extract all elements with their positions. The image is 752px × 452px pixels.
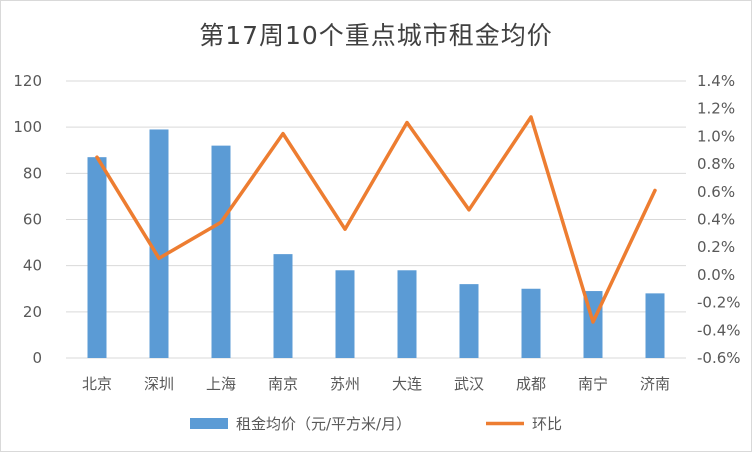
line-point [467, 208, 471, 212]
y2-tick-label: -0.2% [697, 294, 741, 312]
y-tick-label: 100 [13, 118, 42, 136]
x-tick-label: 北京 [82, 375, 112, 393]
line-series [95, 115, 657, 324]
legend-line-label: 环比 [532, 415, 562, 433]
line-point [343, 227, 347, 231]
y2-tick-label: 0.0% [697, 266, 735, 284]
x-tick-label: 济南 [640, 375, 670, 393]
bar [459, 284, 479, 358]
y2-tick-label: 1.2% [697, 100, 735, 118]
line-point [529, 115, 533, 119]
y2-tick-label: -0.6% [697, 349, 741, 367]
bar-series [87, 129, 665, 358]
x-tick-label: 武汉 [454, 375, 484, 393]
y-axis-right: -0.6% -0.4% -0.2% 0.0% 0.2% 0.4% 0.6% 0.8% 1.0% 1… [697, 72, 741, 367]
y-tick-label: 120 [13, 72, 42, 90]
y-tick-label: 80 [23, 164, 42, 182]
y-tick-label: 40 [23, 257, 42, 275]
legend: 租金均价（元/平方米/月） 环比 [190, 415, 562, 433]
legend-bar-swatch [190, 418, 228, 429]
x-tick-label: 南京 [268, 375, 298, 393]
bar [273, 254, 293, 358]
y2-tick-label: 0.4% [697, 211, 735, 229]
line-point [653, 188, 657, 192]
bar [397, 270, 417, 358]
x-tick-label: 上海 [206, 375, 236, 393]
y2-tick-label: 1.0% [697, 127, 735, 145]
legend-bar-label: 租金均价（元/平方米/月） [236, 415, 411, 433]
y2-tick-label: 0.8% [697, 155, 735, 173]
line-point [219, 220, 223, 224]
y-tick-label: 20 [23, 303, 42, 321]
y2-tick-label: 0.6% [697, 183, 735, 201]
line-path [95, 115, 657, 324]
x-tick-label: 深圳 [144, 375, 174, 393]
y2-tick-label: 0.2% [697, 238, 735, 256]
bar [645, 293, 665, 358]
chart-title: 第17周10个重点城市租金均价 [199, 21, 553, 50]
line-point [157, 256, 161, 260]
y-axis-left: 0 20 40 60 80 100 120 [13, 72, 42, 367]
y2-tick-label: -0.4% [697, 321, 741, 339]
line-point [405, 121, 409, 125]
bar [211, 145, 231, 358]
x-axis: 北京 深圳 上海 南京 苏州 大连 武汉 成都 南宁 济南 [82, 375, 670, 393]
x-tick-label: 苏州 [330, 375, 360, 393]
line-point [95, 155, 99, 159]
line-point [281, 132, 285, 136]
y2-tick-label: 1.4% [697, 72, 735, 90]
x-tick-label: 大连 [392, 375, 422, 393]
line-point [591, 320, 595, 324]
y-tick-label: 60 [23, 211, 42, 229]
bar [335, 270, 355, 358]
x-tick-label: 南宁 [578, 375, 608, 393]
bar [521, 288, 541, 358]
x-tick-label: 成都 [516, 375, 546, 393]
bar [149, 129, 169, 358]
bar [87, 157, 107, 358]
y-tick-label: 0 [32, 349, 42, 367]
gridlines [66, 80, 686, 359]
